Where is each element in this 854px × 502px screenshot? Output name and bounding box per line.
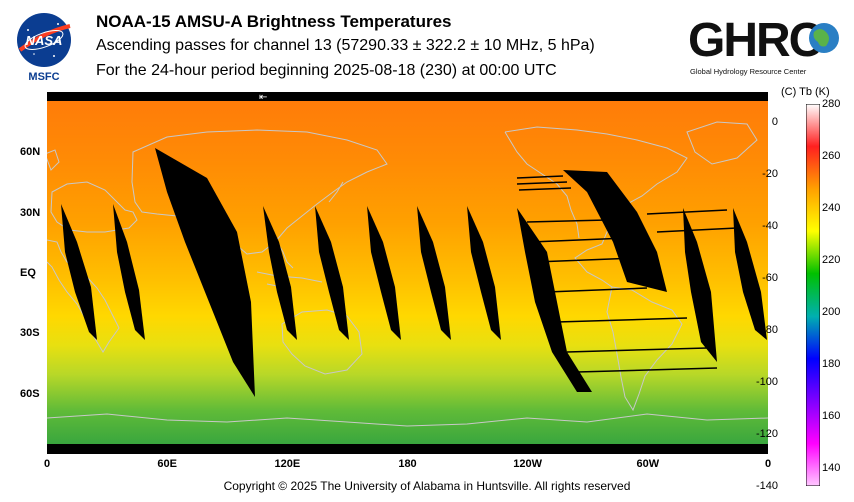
colorbar-celsius-label: -60	[762, 271, 778, 284]
colorbar	[806, 104, 820, 486]
nasa-logo-text: NASA	[26, 33, 63, 48]
x-axis-tick-label: 0	[764, 458, 772, 470]
colorbar-celsius-label: -140	[755, 479, 778, 492]
colorbar-kelvin-label: 140	[822, 461, 841, 474]
nasa-logo: NASA MSFC	[17, 13, 71, 82]
colorbar-celsius-label: -120	[755, 427, 778, 440]
ghrc-logo: GHRC Global Hydrology Resource Center	[688, 14, 839, 76]
x-axis-tick-label: 0	[43, 458, 51, 470]
colorbar-title: (C) Tb (K)	[781, 86, 830, 98]
nasa-swoosh	[18, 24, 71, 52]
colorbar-celsius-label: -100	[755, 375, 778, 388]
copyright-notice: Copyright © 2025 The University of Alaba…	[223, 479, 631, 493]
brightness-temperature-map: ⇤	[47, 92, 768, 454]
missing-band-south	[47, 444, 768, 454]
y-axis-tick-label: 30N	[20, 206, 41, 219]
x-axis-tick-label: 60W	[636, 458, 660, 470]
missing-band-north	[47, 92, 768, 101]
colorbar-kelvin-label: 180	[822, 357, 841, 370]
x-axis-tick-label: 120E	[274, 458, 301, 470]
map-period: For the 24-hour period beginning 2025-08…	[96, 62, 557, 79]
y-axis-tick-label: 60N	[20, 146, 41, 159]
y-axis-tick-label: 60S	[20, 387, 40, 400]
colorbar-kelvin-label: 160	[822, 409, 841, 422]
orbit-start-arrow-icon: ⇤	[259, 92, 267, 103]
map-title: NOAA-15 AMSU-A Brightness Temperatures	[96, 12, 452, 31]
colorbar-kelvin-label: 200	[822, 305, 841, 318]
msfc-text: MSFC	[28, 71, 59, 82]
missing-swaths	[61, 148, 767, 397]
y-axis-tick-label: 30S	[20, 327, 40, 340]
colorbar-bar	[806, 104, 820, 486]
colorbar-celsius-label: -40	[762, 219, 778, 232]
map-subtitle: Ascending passes for channel 13 (57290.3…	[96, 37, 595, 54]
y-axis-tick-label: EQ	[20, 267, 36, 279]
colorbar-kelvin-label: 260	[822, 149, 841, 162]
nasa-logo-circle	[17, 13, 71, 67]
x-axis-tick-label: 60E	[157, 458, 177, 470]
ghrc-logo-text: GHRC	[688, 14, 823, 67]
colorbar-celsius-label: 0	[771, 115, 778, 128]
ghrc-sub-text: Global Hydrology Resource Center	[690, 67, 807, 76]
x-axis-tick-label: 120W	[513, 458, 543, 470]
swath-scan-lines	[516, 175, 738, 373]
colorbar-kelvin-label: 280	[822, 98, 841, 110]
x-axis-tick-label: 180	[398, 458, 417, 470]
colorbar-celsius-label: -20	[762, 167, 778, 180]
colorbar-kelvin-label: 240	[822, 201, 841, 214]
colorbar-celsius-label: -80	[762, 323, 778, 336]
colorbar-kelvin-label: 220	[822, 253, 841, 266]
